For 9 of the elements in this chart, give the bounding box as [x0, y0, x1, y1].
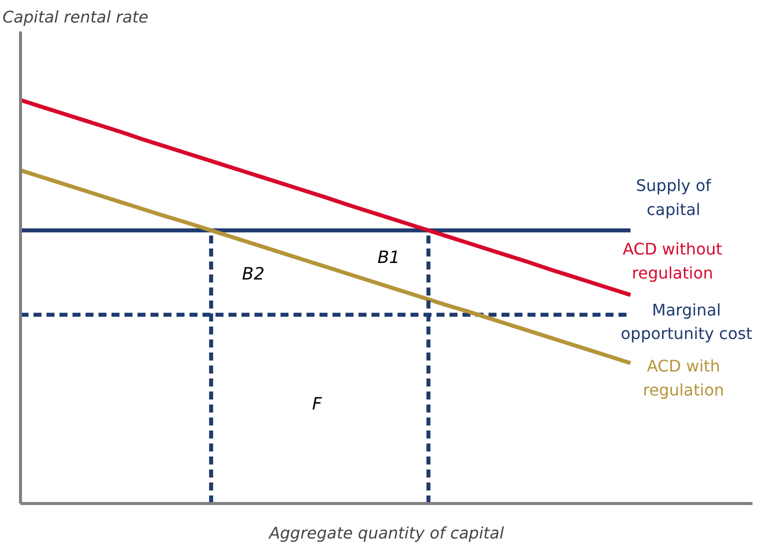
- series-label: ACD without regulation: [622, 240, 722, 282]
- series-label: ACD with regulation: [642, 356, 724, 400]
- annotation: B1: [377, 248, 400, 268]
- series-label: Marginal opportunity cost: [620, 300, 752, 344]
- series-label: Supply of capital: [636, 176, 712, 219]
- annotation: F: [312, 394, 322, 414]
- x-axis-title: Aggregate quantity of capital: [268, 524, 504, 542]
- y-axis-title: Capital rental rate: [2, 8, 149, 26]
- annotation: B2: [242, 264, 265, 285]
